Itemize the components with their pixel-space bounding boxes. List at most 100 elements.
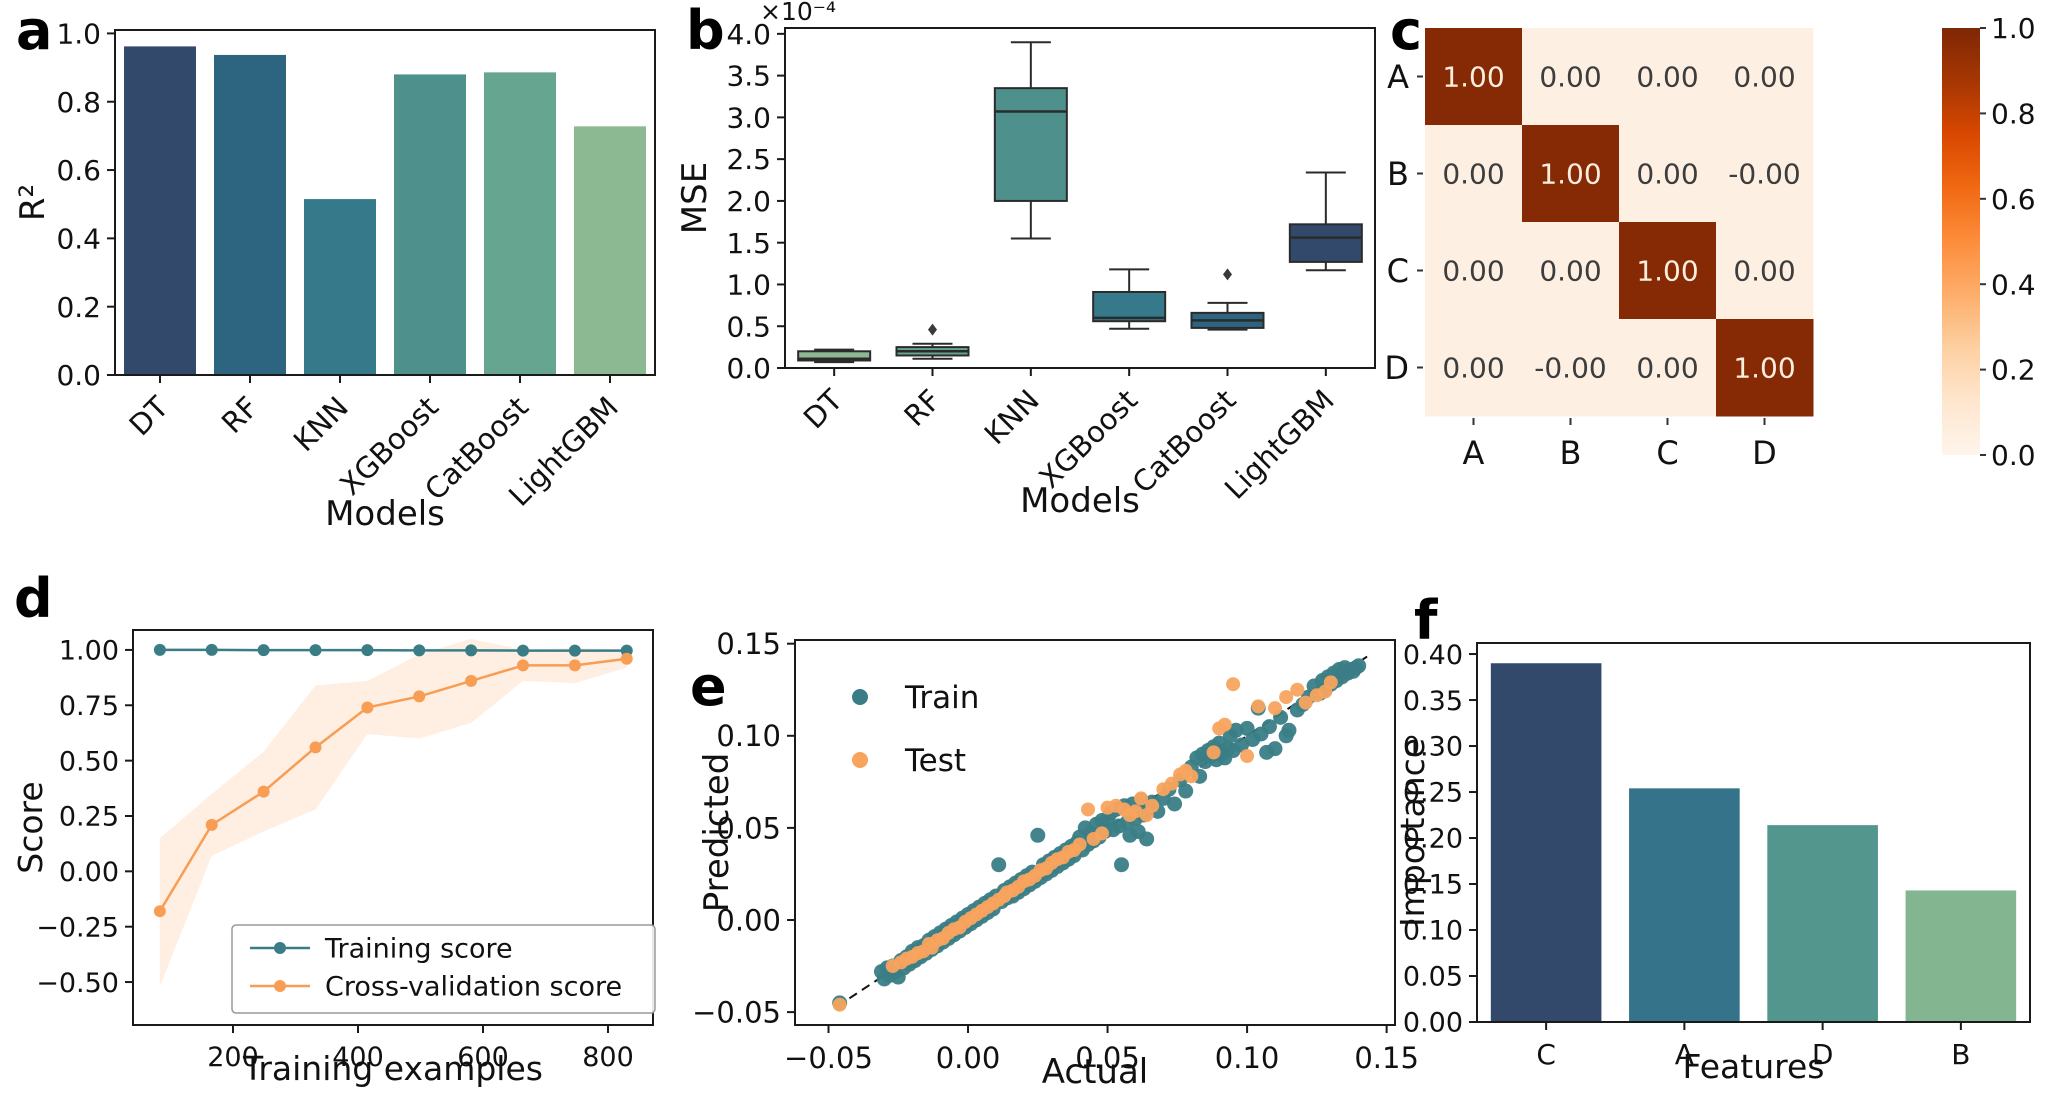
svg-text:0.6: 0.6	[56, 154, 101, 187]
svg-text:-0.00: -0.00	[1728, 158, 1800, 191]
svg-text:DT: DT	[797, 383, 850, 436]
svg-text:Actual: Actual	[1042, 1052, 1149, 1092]
panel-e-label: e	[690, 655, 727, 718]
svg-text:2.5: 2.5	[726, 143, 771, 176]
svg-text:0.05: 0.05	[716, 811, 781, 845]
svg-text:A: A	[1675, 1038, 1694, 1071]
panel-f-canvas: 0.00 0.05 0.10 0.15 0.20 0.25 0.30 0.35 0.40 C A D B…	[1393, 640, 2031, 1086]
panel-b-label: b	[686, 0, 725, 62]
svg-text:1.5: 1.5	[726, 227, 771, 260]
svg-text:D: D	[1384, 349, 1409, 387]
svg-text:MSE: MSE	[675, 162, 715, 234]
svg-text:0.15: 0.15	[1403, 870, 1463, 901]
svg-text:0.40: 0.40	[1403, 640, 1463, 671]
svg-text:0.00: 0.00	[936, 1041, 1001, 1075]
panel-e-canvas: −0.05 0.00 0.05 0.10 0.15 −0.05 0.00 0.05 0.10 0.…	[692, 627, 1419, 1092]
svg-text:0.6: 0.6	[1991, 183, 2036, 216]
svg-text:3.0: 3.0	[726, 101, 771, 134]
svg-text:1.00: 1.00	[59, 636, 119, 667]
svg-text:DT: DT	[123, 390, 176, 443]
svg-text:Importance: Importance	[1393, 738, 1432, 927]
svg-text:Predicted: Predicted	[697, 753, 737, 913]
svg-text:−0.05: −0.05	[784, 1041, 873, 1075]
svg-text:0.00: 0.00	[1539, 255, 1601, 288]
svg-text:0.00: 0.00	[1636, 61, 1698, 94]
svg-text:0.10: 0.10	[1403, 916, 1463, 947]
panel-a-label: a	[16, 0, 53, 62]
panel-c-label: c	[1390, 0, 1423, 62]
svg-text:0.20: 0.20	[1403, 824, 1463, 855]
svg-text:Models: Models	[325, 494, 445, 534]
svg-text:1.0: 1.0	[1991, 12, 2036, 45]
svg-text:D: D	[1812, 1038, 1834, 1071]
svg-text:C: C	[1536, 1038, 1556, 1071]
svg-text:3.5: 3.5	[726, 60, 771, 93]
svg-text:Score: Score	[11, 781, 50, 873]
svg-text:0.00: 0.00	[1733, 61, 1795, 94]
panel-b-canvas: 0.00.51.01.52.02.53.03.54.0DT RF KNNXGBoos…	[675, 0, 1376, 521]
svg-text:0.0: 0.0	[726, 352, 771, 385]
svg-text:0.8: 0.8	[56, 86, 101, 119]
svg-text:0.25: 0.25	[1403, 778, 1463, 809]
svg-text:1.00: 1.00	[1733, 352, 1795, 385]
svg-text:B: B	[1560, 434, 1582, 472]
svg-text:KNN: KNN	[287, 390, 355, 458]
svg-text:0.00: 0.00	[1636, 352, 1698, 385]
svg-text:0.0: 0.0	[56, 359, 101, 392]
svg-text:0.00: 0.00	[1442, 255, 1504, 288]
svg-text:0.75: 0.75	[59, 691, 119, 722]
svg-text:0.00: 0.00	[1636, 158, 1698, 191]
svg-text:400: 400	[332, 1042, 384, 1073]
svg-text:Test: Test	[904, 743, 966, 779]
svg-text:0.00: 0.00	[716, 903, 781, 937]
panel-d-label: d	[14, 567, 53, 630]
panel-d-canvas: −0.50 −0.25 0.00 0.25 0.50 0.75 1.00 200 400 600 8…	[11, 629, 656, 1088]
svg-text:0.00: 0.00	[1442, 352, 1504, 385]
svg-text:0.05: 0.05	[1403, 962, 1463, 993]
svg-text:0.05: 0.05	[1075, 1041, 1140, 1075]
svg-text:−0.50: −0.50	[36, 968, 119, 999]
svg-text:0.2: 0.2	[56, 291, 101, 324]
svg-text:0.15: 0.15	[1354, 1041, 1419, 1075]
svg-text:Features: Features	[1683, 1047, 1825, 1086]
svg-text:1.00: 1.00	[1636, 255, 1698, 288]
svg-text:0.35: 0.35	[1403, 686, 1463, 717]
svg-text:1.0: 1.0	[56, 17, 101, 50]
svg-text:−0.25: −0.25	[36, 912, 119, 943]
svg-text:Cross-validation score: Cross-validation score	[325, 972, 622, 1003]
svg-text:0.30: 0.30	[1403, 732, 1463, 763]
svg-text:0.00: 0.00	[59, 857, 119, 888]
svg-text:0.8: 0.8	[1991, 97, 2036, 130]
svg-text:D: D	[1752, 434, 1777, 472]
svg-text:4.0: 4.0	[726, 18, 771, 51]
panel-f-label: f	[1414, 589, 1438, 652]
panel-a-canvas: 0.00.20.40.60.81.0DT RF KNNXGBoostCatBoost…	[13, 17, 656, 534]
svg-text:C: C	[1387, 252, 1409, 290]
svg-text:×10⁻⁴: ×10⁻⁴	[760, 0, 836, 26]
svg-text:-0.00: -0.00	[1534, 352, 1606, 385]
svg-text:C: C	[1656, 434, 1678, 472]
svg-text:1.0: 1.0	[726, 269, 771, 302]
svg-text:0.4: 0.4	[1991, 268, 2036, 301]
svg-text:A: A	[1387, 58, 1409, 96]
svg-text:−0.05: −0.05	[692, 996, 781, 1030]
svg-text:0.50: 0.50	[59, 746, 119, 777]
svg-text:0.25: 0.25	[59, 802, 119, 833]
svg-text:0.2: 0.2	[1991, 354, 2036, 387]
svg-text:2.0: 2.0	[726, 185, 771, 218]
svg-text:B: B	[1387, 155, 1409, 193]
svg-text:R²: R²	[13, 184, 53, 221]
svg-text:RF: RF	[897, 383, 947, 433]
svg-text:1.00: 1.00	[1539, 158, 1601, 191]
svg-text:0.0: 0.0	[1991, 439, 2036, 472]
svg-text:Models: Models	[1020, 481, 1140, 521]
svg-text:Training examples: Training examples	[242, 1049, 543, 1088]
svg-text:0.00: 0.00	[1733, 255, 1795, 288]
svg-text:RF: RF	[215, 390, 265, 440]
panel-c-canvas: 1.00 0.00 0.00 0.00 0.00 1.00 0.00 -0.00 0.00 0.0…	[1384, 12, 2036, 472]
svg-text:Training score: Training score	[324, 934, 513, 965]
svg-text:800: 800	[582, 1042, 634, 1073]
svg-text:0.00: 0.00	[1442, 158, 1504, 191]
svg-text:0.15: 0.15	[716, 627, 781, 661]
